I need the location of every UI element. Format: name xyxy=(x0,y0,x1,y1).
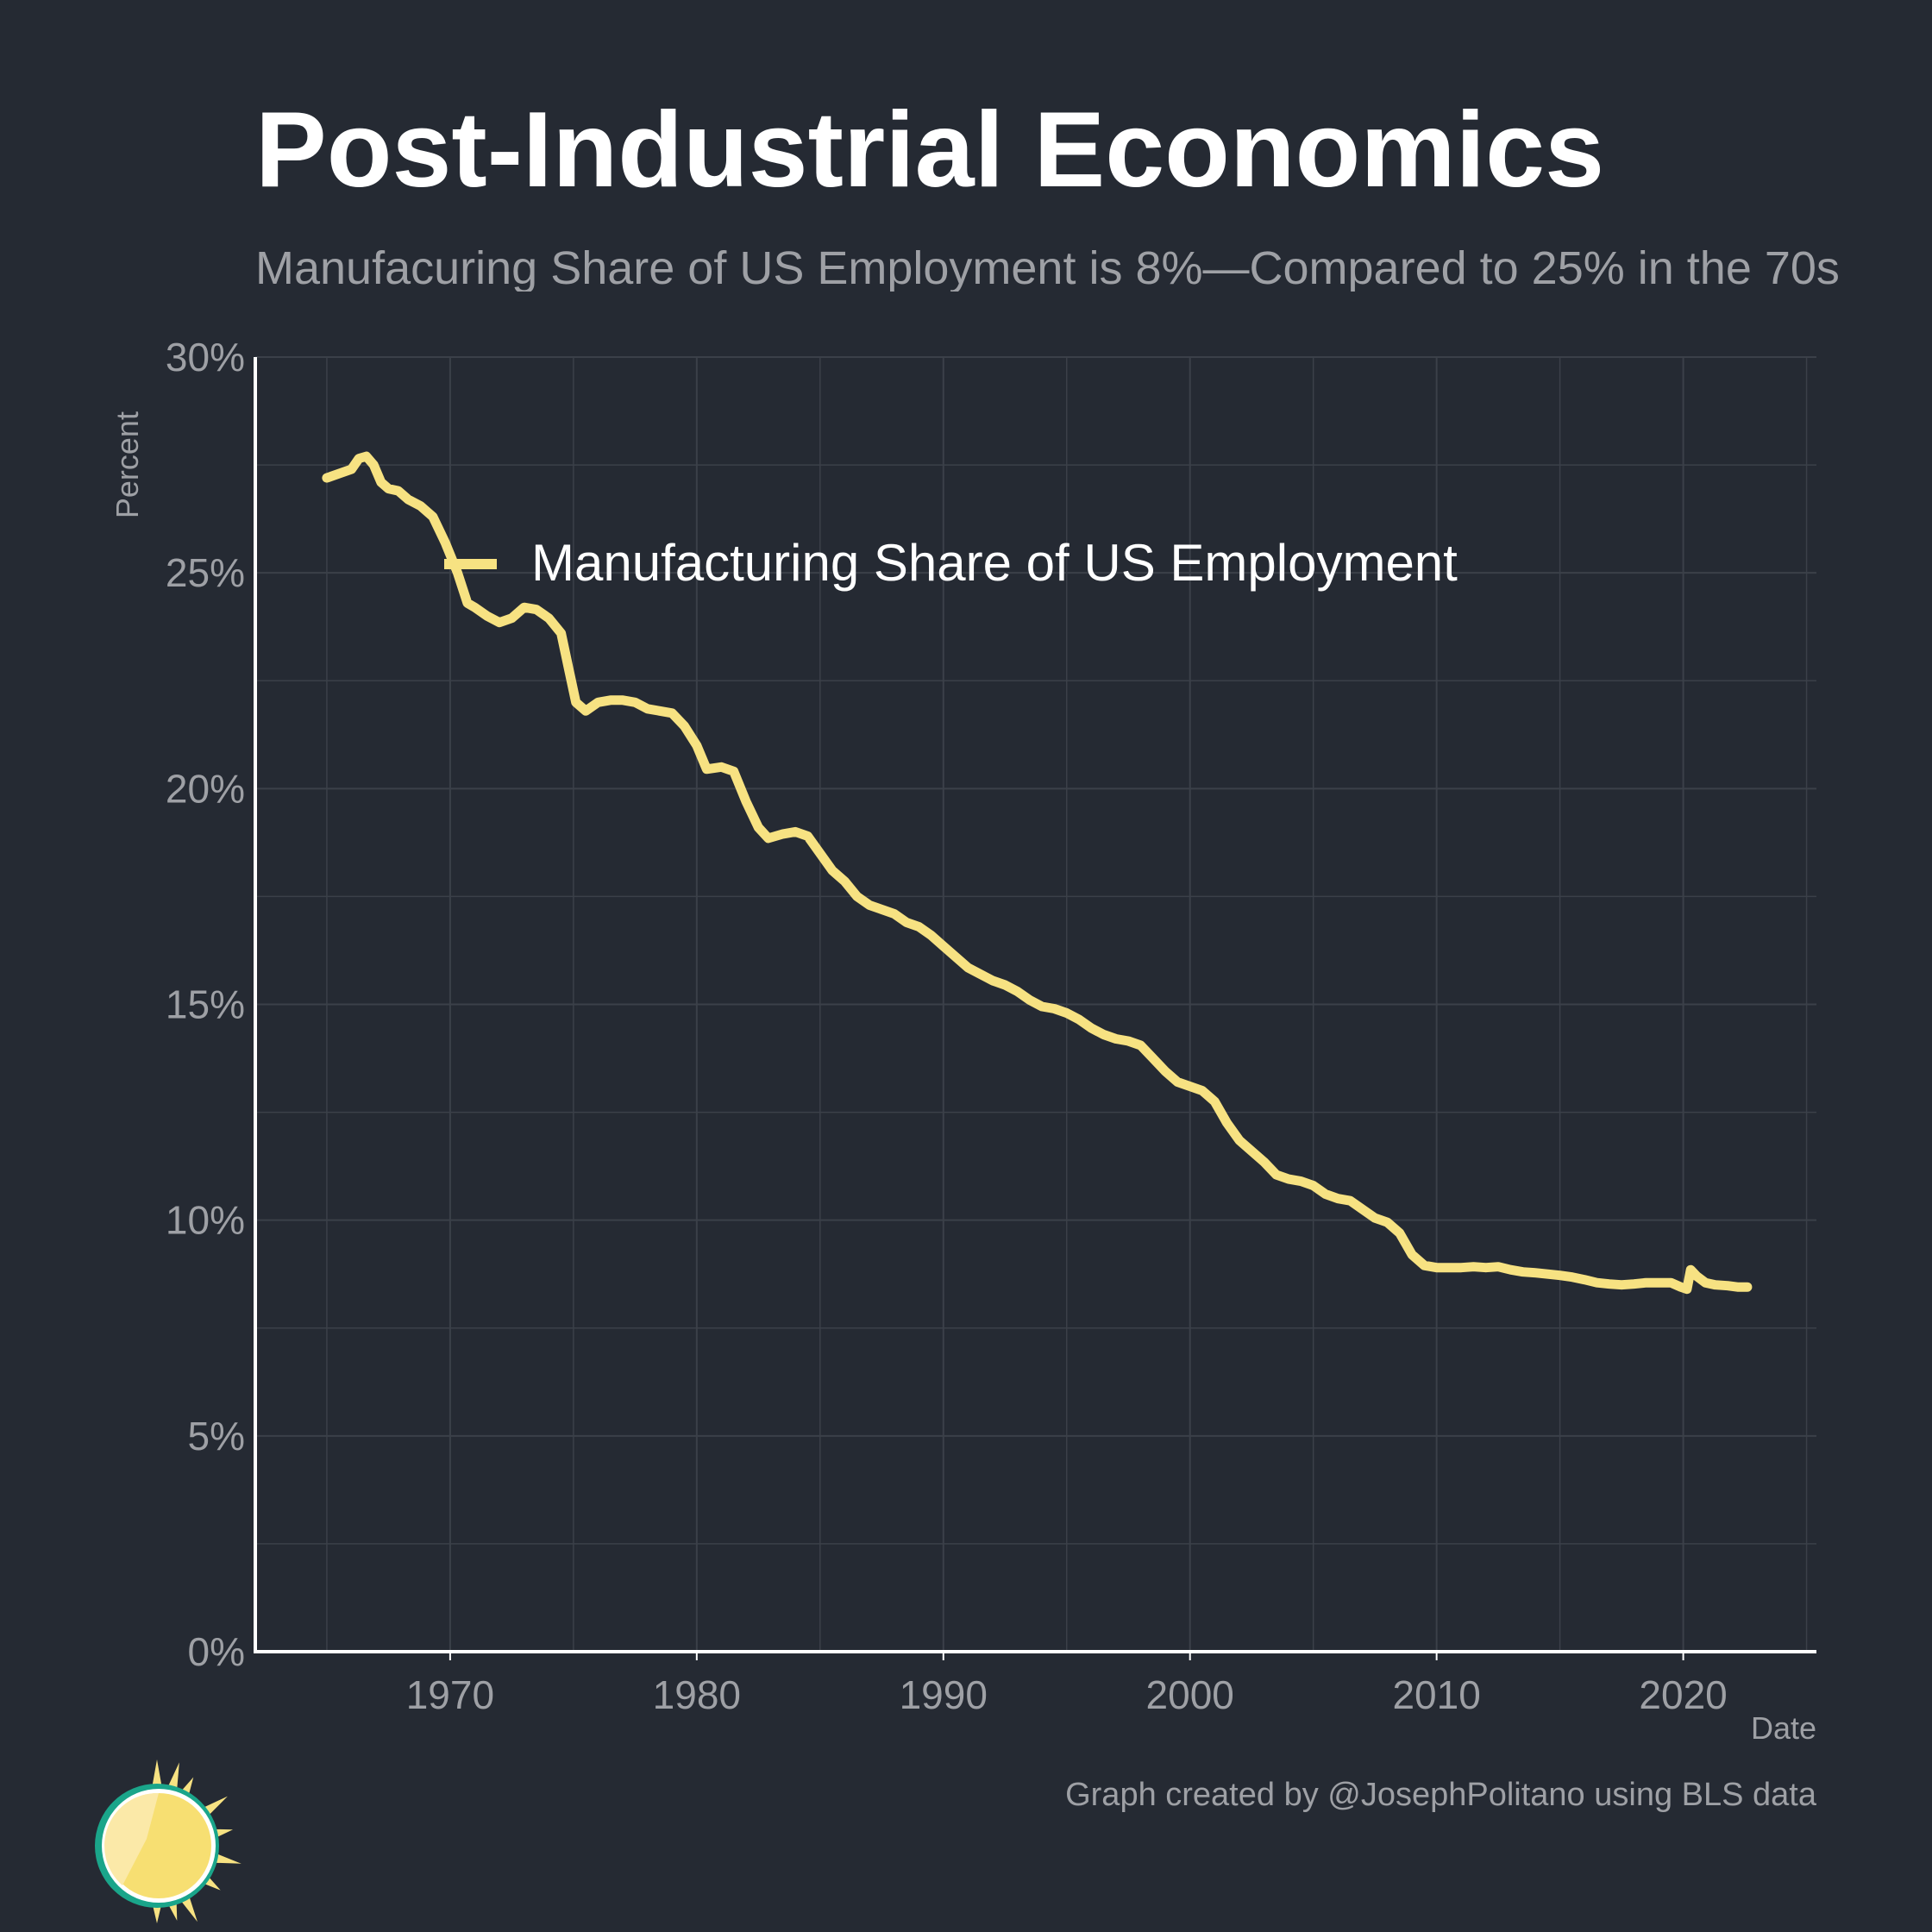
chart-subtitle: Manufacuring Share of US Employment is 8… xyxy=(255,245,1840,292)
series-line xyxy=(322,451,1753,1295)
x-tick-label: 2010 xyxy=(1392,1672,1480,1717)
chart-title: Post-Industrial Economics xyxy=(255,91,1605,210)
y-tick-label: 15% xyxy=(166,982,245,1027)
x-axis-label: Date xyxy=(1751,1710,1816,1746)
y-tick-label: 30% xyxy=(166,335,245,380)
x-tick-label: 1980 xyxy=(653,1672,741,1717)
y-tick-label: 20% xyxy=(166,766,245,811)
y-axis-label: Percent xyxy=(110,411,145,518)
y-tick-label: 0% xyxy=(188,1629,245,1674)
x-tick-label: 1970 xyxy=(406,1672,494,1717)
x-tick-label: 2020 xyxy=(1639,1672,1727,1717)
x-tick-label: 2000 xyxy=(1146,1672,1234,1717)
y-tick-label: 5% xyxy=(188,1414,245,1458)
sun-icon xyxy=(95,1760,242,1923)
y-tick-label: 25% xyxy=(166,550,245,595)
source-caption: Graph created by @JosephPolitano using B… xyxy=(1065,1777,1816,1813)
legend-label: Manufacturing Share of US Employment xyxy=(531,534,1458,592)
y-tick-label: 10% xyxy=(166,1198,245,1243)
x-tick-label: 1990 xyxy=(900,1672,988,1717)
